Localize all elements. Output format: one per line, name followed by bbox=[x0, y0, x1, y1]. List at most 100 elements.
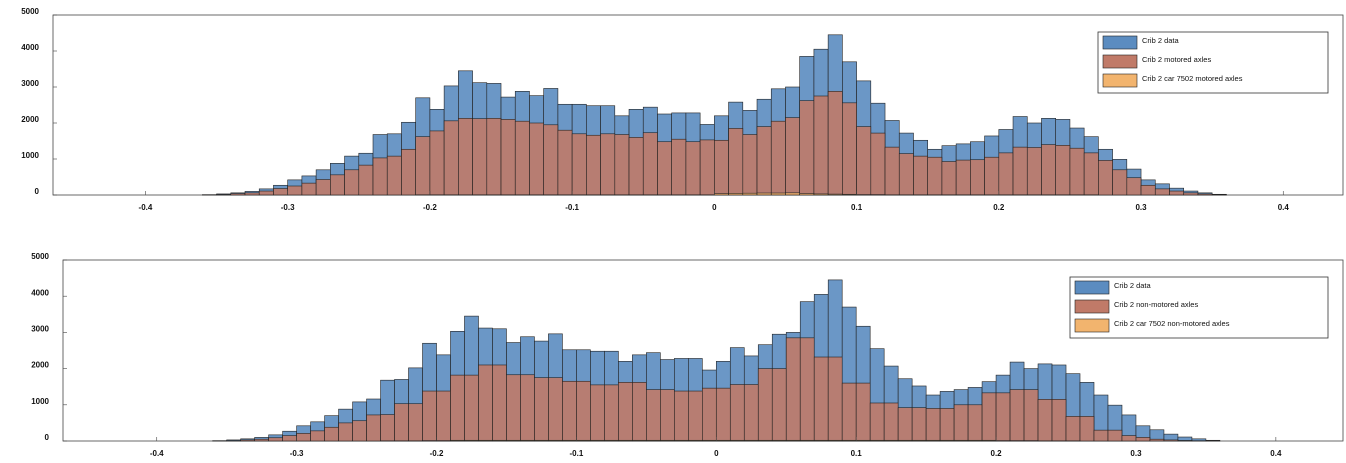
bar bbox=[1013, 147, 1027, 195]
bar bbox=[288, 186, 302, 195]
x-tick-label: -0.2 bbox=[430, 449, 444, 458]
bar bbox=[660, 440, 674, 441]
bar bbox=[632, 382, 646, 441]
bar bbox=[478, 440, 492, 441]
x-tick-label: 0.1 bbox=[851, 449, 863, 458]
bar bbox=[814, 96, 828, 195]
bar bbox=[1184, 193, 1198, 195]
y-tick-label: 4000 bbox=[21, 43, 39, 52]
bar bbox=[686, 142, 700, 195]
bar bbox=[982, 393, 996, 441]
bar bbox=[615, 135, 629, 195]
bar bbox=[576, 381, 590, 441]
bar bbox=[401, 149, 415, 195]
bar bbox=[529, 123, 543, 195]
bar bbox=[231, 194, 245, 195]
bar bbox=[544, 125, 558, 195]
bar bbox=[548, 440, 562, 441]
bar bbox=[928, 157, 942, 195]
bar bbox=[940, 408, 954, 441]
bar bbox=[1198, 194, 1212, 195]
x-tick-label: -0.2 bbox=[423, 203, 437, 212]
bar bbox=[478, 365, 492, 441]
bar bbox=[1056, 145, 1070, 195]
bar bbox=[345, 170, 359, 195]
bar bbox=[1066, 416, 1080, 441]
bar bbox=[898, 408, 912, 441]
legend-swatch bbox=[1103, 74, 1137, 87]
bar bbox=[562, 381, 576, 441]
bar bbox=[898, 440, 912, 441]
bar bbox=[643, 133, 657, 195]
bar bbox=[501, 119, 515, 195]
bar bbox=[302, 183, 316, 195]
bar bbox=[430, 131, 444, 195]
bar bbox=[604, 385, 618, 441]
bar bbox=[359, 165, 373, 195]
bar bbox=[520, 440, 534, 441]
bar bbox=[771, 121, 785, 195]
bar bbox=[999, 153, 1013, 195]
bar bbox=[1024, 390, 1038, 441]
bar bbox=[458, 118, 472, 195]
bar bbox=[913, 156, 927, 195]
bar bbox=[506, 375, 520, 441]
bar bbox=[1164, 440, 1178, 441]
bar bbox=[297, 433, 311, 441]
bar bbox=[785, 193, 799, 195]
bar bbox=[772, 369, 786, 441]
bar bbox=[828, 440, 842, 441]
bar bbox=[714, 140, 728, 195]
bar bbox=[646, 390, 660, 441]
bar bbox=[269, 438, 283, 441]
bar bbox=[870, 440, 884, 441]
bar bbox=[1027, 147, 1041, 195]
bar bbox=[387, 156, 401, 195]
bar bbox=[325, 427, 339, 441]
bar bbox=[604, 440, 618, 441]
y-tick-label: 3000 bbox=[31, 325, 49, 334]
bar bbox=[744, 385, 758, 441]
bar bbox=[956, 160, 970, 195]
bar bbox=[856, 383, 870, 441]
bar bbox=[657, 142, 671, 195]
bar bbox=[1155, 189, 1169, 195]
bar bbox=[576, 440, 590, 441]
bar bbox=[743, 193, 757, 195]
bar bbox=[586, 135, 600, 195]
bar bbox=[1084, 153, 1098, 195]
bar bbox=[473, 119, 487, 195]
bar bbox=[800, 101, 814, 195]
bar bbox=[785, 118, 799, 195]
bar bbox=[520, 375, 534, 441]
legend-swatch bbox=[1075, 281, 1109, 294]
bar bbox=[1150, 439, 1164, 441]
x-tick-label: 0 bbox=[714, 449, 719, 458]
bar bbox=[940, 440, 954, 441]
bar bbox=[926, 440, 940, 441]
bar bbox=[786, 338, 800, 441]
legend-label: Crib 2 data bbox=[1114, 281, 1152, 290]
bar bbox=[1136, 437, 1150, 441]
x-tick-label: 0.4 bbox=[1270, 449, 1282, 458]
x-tick-label: -0.3 bbox=[281, 203, 295, 212]
y-tick-label: 5000 bbox=[21, 7, 39, 16]
bar bbox=[629, 137, 643, 195]
bar bbox=[828, 357, 842, 441]
bar bbox=[590, 385, 604, 441]
bar bbox=[996, 393, 1010, 441]
bar bbox=[884, 440, 898, 441]
bar bbox=[464, 375, 478, 441]
bar bbox=[1080, 416, 1094, 441]
bar bbox=[330, 175, 344, 195]
bar bbox=[646, 440, 660, 441]
bar bbox=[245, 193, 259, 195]
bar bbox=[423, 391, 437, 441]
bar bbox=[1141, 185, 1155, 195]
bar bbox=[1041, 145, 1055, 195]
bar bbox=[381, 415, 395, 441]
bar bbox=[870, 403, 884, 441]
legend-label: Crib 2 car 7502 non-motored axles bbox=[1114, 319, 1230, 328]
bar bbox=[1098, 160, 1112, 195]
